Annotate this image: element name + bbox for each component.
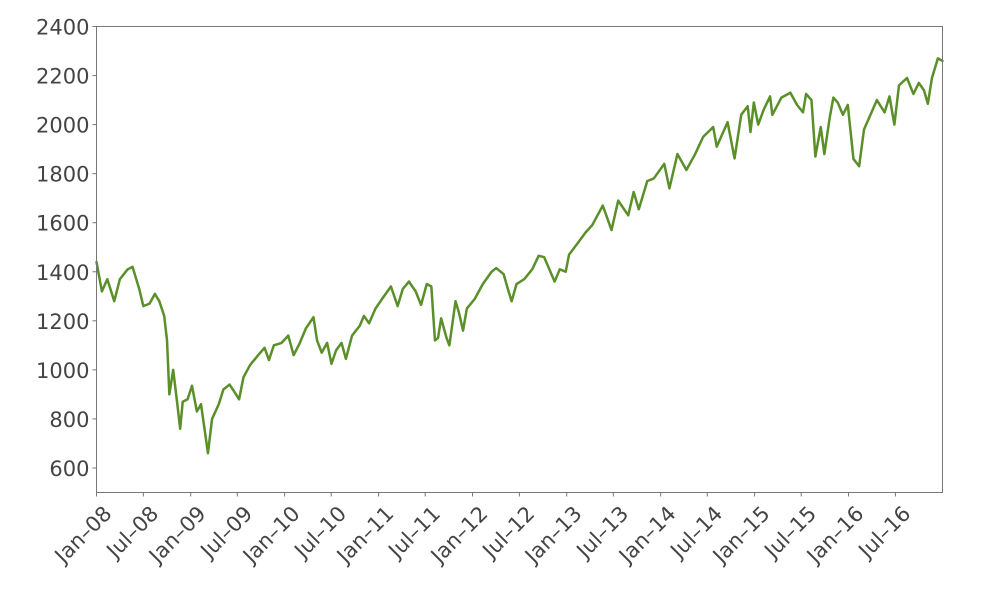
y-tick-label: 2200 — [36, 65, 89, 89]
y-tick-label: 800 — [49, 408, 89, 432]
y-tick-label: 1600 — [36, 212, 89, 236]
y-tick-label: 1800 — [36, 163, 89, 187]
plot-area — [95, 57, 944, 455]
y-tick-label: 1200 — [36, 310, 89, 334]
y-axis: 600 800 1000 1200 1400 1600 1800 2000 2200 2400 — [36, 16, 97, 481]
x-tick-label: Jul–16 — [853, 501, 916, 564]
series-line-0 — [95, 57, 944, 455]
x-tick-label: Jan–08 — [49, 501, 117, 569]
y-tick-label: 600 — [49, 457, 89, 481]
x-axis: Jan–08Jul–08Jan–09Jul–09Jan–10Jul–10Jan–… — [49, 492, 916, 569]
y-tick-label: 1000 — [36, 359, 89, 383]
y-tick-label: 2400 — [36, 16, 89, 40]
y-tick-label: 2000 — [36, 114, 89, 138]
plot-frame — [96, 26, 943, 493]
y-tick-label: 1400 — [36, 261, 89, 285]
